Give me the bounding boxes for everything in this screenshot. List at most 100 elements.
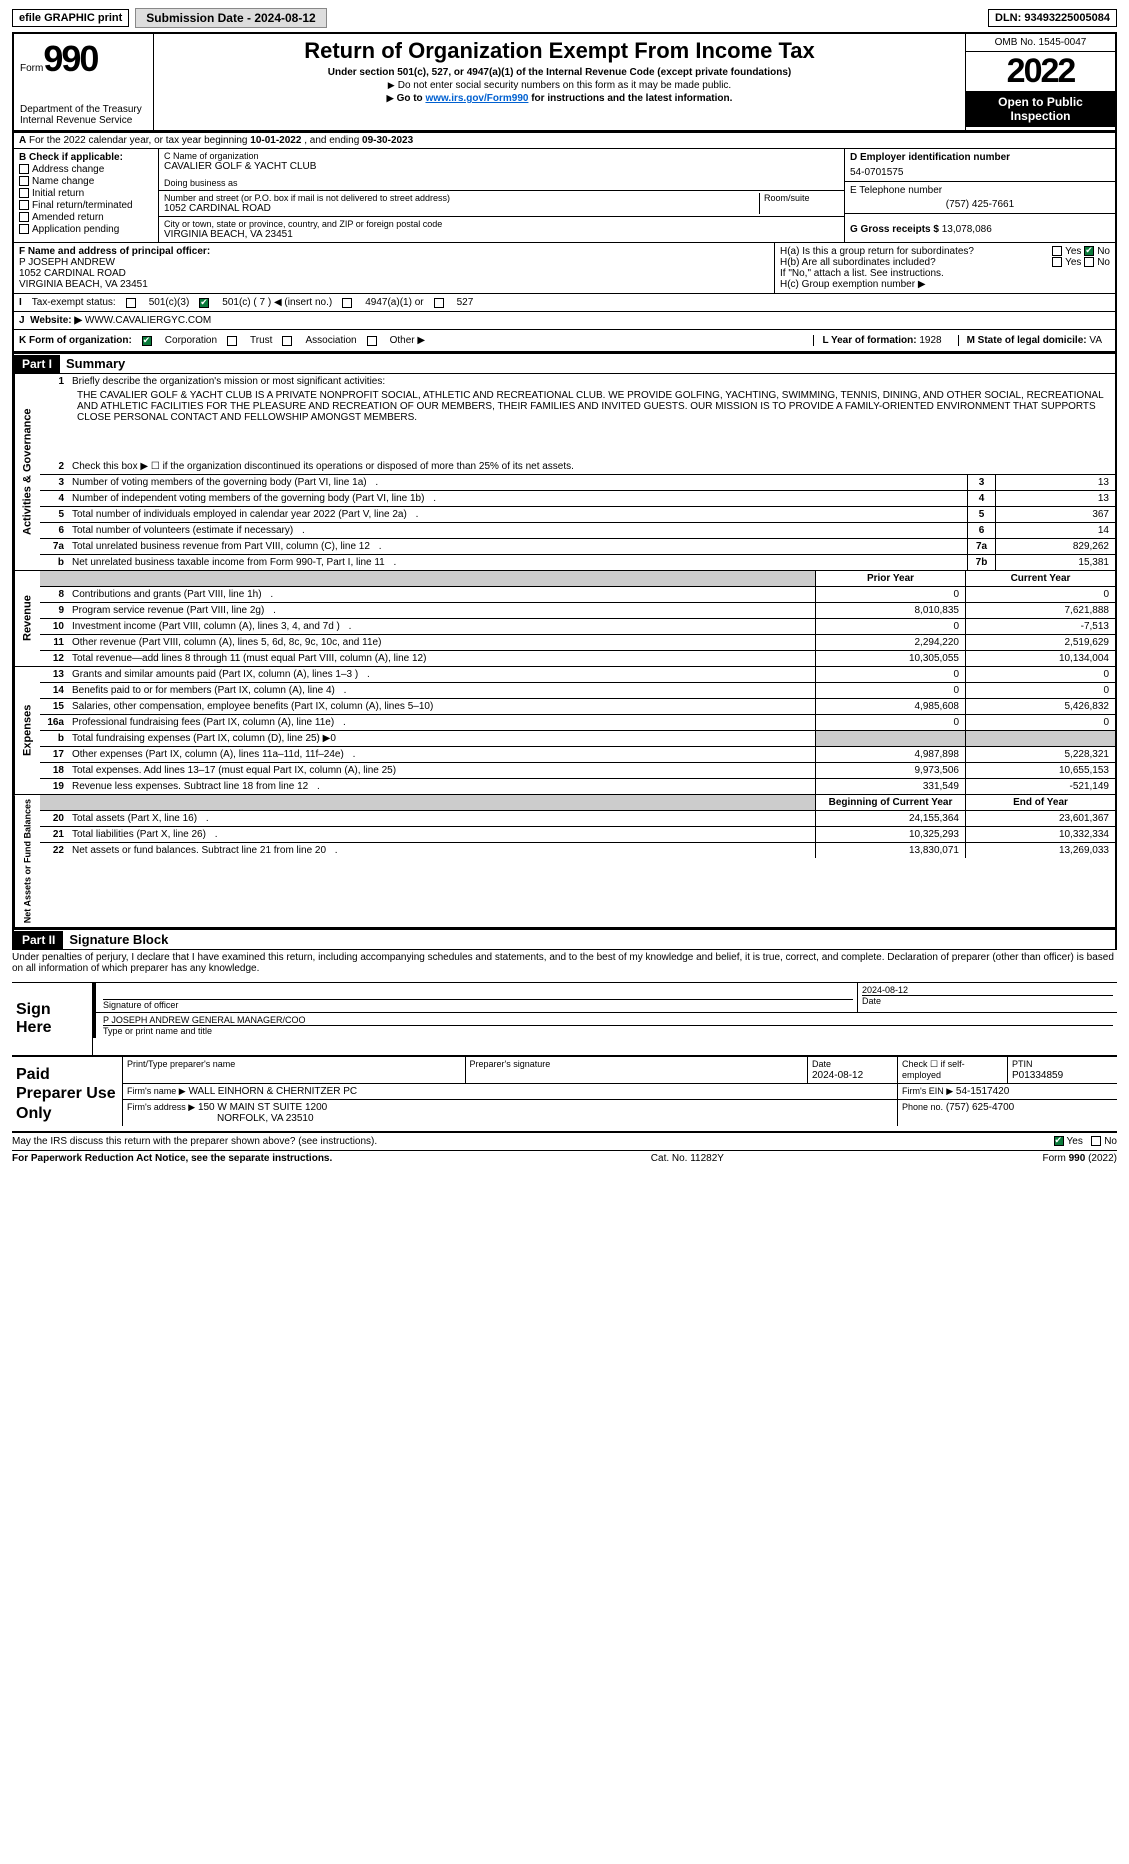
submission-date-button[interactable]: Submission Date - 2024-08-12	[135, 8, 326, 28]
phone-value: (757) 625-4700	[946, 1102, 1014, 1113]
l15-p: 4,985,608	[815, 699, 965, 714]
form-subtitle-1: Under section 501(c), 527, or 4947(a)(1)…	[160, 67, 959, 78]
opt-application-pending: Application pending	[32, 224, 119, 235]
opt-final-return: Final return/terminated	[32, 200, 133, 211]
chk-address-change[interactable]	[19, 164, 29, 174]
chk-corp[interactable]	[142, 336, 152, 346]
l12-p: 10,305,055	[815, 651, 965, 666]
m-value: VA	[1089, 335, 1102, 346]
prep-date-label: Date	[812, 1059, 831, 1069]
l16b-text: Total fundraising expenses (Part IX, col…	[68, 731, 815, 746]
hdr-prior: Prior Year	[815, 571, 965, 586]
l16a-text: Professional fundraising fees (Part IX, …	[68, 715, 815, 730]
d-ein-value: 54-0701575	[850, 163, 1110, 178]
form-title: Return of Organization Exempt From Incom…	[160, 38, 959, 64]
l16a-p: 0	[815, 715, 965, 730]
chk-trust[interactable]	[227, 336, 237, 346]
firm-name-label: Firm's name ▶	[127, 1086, 186, 1096]
perjury-declaration: Under penalties of perjury, I declare th…	[12, 950, 1117, 983]
l20-p: 24,155,364	[815, 811, 965, 826]
dln-label: DLN: 93493225005084	[988, 9, 1117, 27]
officer-name-label: Type or print name and title	[103, 1025, 1113, 1036]
mission-text: THE CAVALIER GOLF & YACHT CLUB IS A PRIV…	[72, 387, 1111, 457]
chk-name-change[interactable]	[19, 176, 29, 186]
room-label: Room/suite	[764, 193, 839, 203]
m-label: M State of legal domicile:	[967, 335, 1087, 346]
ha-no[interactable]	[1084, 246, 1094, 256]
ha-yes-label: Yes	[1065, 246, 1081, 257]
tab-expenses: Expenses	[14, 667, 40, 794]
sign-here-label: Sign Here	[12, 983, 92, 1055]
chk-amended-return[interactable]	[19, 212, 29, 222]
ha-yes[interactable]	[1052, 246, 1062, 256]
g-gross-label: G Gross receipts $	[850, 224, 939, 235]
discuss-no[interactable]	[1091, 1136, 1101, 1146]
hb-yes[interactable]	[1052, 257, 1062, 267]
ha-label: H(a) Is this a group return for subordin…	[780, 246, 974, 257]
prep-sig-label: Preparer's signature	[470, 1059, 551, 1069]
dba-label: Doing business as	[164, 178, 839, 188]
chk-4947[interactable]	[342, 298, 352, 308]
l2-text: Check this box ▶ ☐ if the organization d…	[68, 459, 1115, 474]
l6-text: Total number of volunteers (estimate if …	[68, 523, 967, 538]
g-gross-value: 13,078,086	[942, 224, 992, 235]
chk-527[interactable]	[434, 298, 444, 308]
l7a-text: Total unrelated business revenue from Pa…	[68, 539, 967, 554]
l10-text: Investment income (Part VIII, column (A)…	[68, 619, 815, 634]
city-value: VIRGINIA BEACH, VA 23451	[164, 229, 839, 240]
opt-assoc: Association	[305, 335, 356, 346]
l11-p: 2,294,220	[815, 635, 965, 650]
footer-right: Form 990 (2022)	[1043, 1153, 1117, 1164]
sig-date-value: 2024-08-12	[862, 985, 1113, 995]
sig-officer-label: Signature of officer	[103, 999, 853, 1010]
hdr-begin: Beginning of Current Year	[815, 795, 965, 810]
chk-501c3[interactable]	[126, 298, 136, 308]
treasury-irs: Internal Revenue Service	[20, 115, 147, 126]
hb-note: If "No," attach a list. See instructions…	[780, 268, 1110, 279]
footer-left: For Paperwork Reduction Act Notice, see …	[12, 1153, 332, 1164]
f-street: 1052 CARDINAL ROAD	[19, 268, 769, 279]
f-city: VIRGINIA BEACH, VA 23451	[19, 279, 769, 290]
chk-final-return[interactable]	[19, 200, 29, 210]
opt-corp: Corporation	[165, 335, 217, 346]
chk-other[interactable]	[367, 336, 377, 346]
l20-c: 23,601,367	[965, 811, 1115, 826]
opt-trust: Trust	[250, 335, 272, 346]
officer-name-value: P JOSEPH ANDREW GENERAL MANAGER/COO	[103, 1015, 1113, 1025]
footer-mid: Cat. No. 11282Y	[651, 1153, 724, 1164]
chk-initial-return[interactable]	[19, 188, 29, 198]
l20-text: Total assets (Part X, line 16)	[68, 811, 815, 826]
goto-prefix: Go to	[387, 93, 426, 104]
opt-initial-return: Initial return	[32, 188, 84, 199]
l9-text: Program service revenue (Part VIII, line…	[68, 603, 815, 618]
l14-p: 0	[815, 683, 965, 698]
l12-text: Total revenue—add lines 8 through 11 (mu…	[68, 651, 815, 666]
l22-c: 13,269,033	[965, 843, 1115, 858]
part1-title: Summary	[60, 354, 131, 373]
l11-text: Other revenue (Part VIII, column (A), li…	[68, 635, 815, 650]
hdr-end: End of Year	[965, 795, 1115, 810]
l9-c: 7,621,888	[965, 603, 1115, 618]
l8-text: Contributions and grants (Part VIII, lin…	[68, 587, 815, 602]
l13-text: Grants and similar amounts paid (Part IX…	[68, 667, 815, 682]
irs-form990-link[interactable]: www.irs.gov/Form990	[425, 93, 528, 104]
firm-addr-label: Firm's address ▶	[127, 1102, 195, 1112]
chk-501c[interactable]	[199, 298, 209, 308]
opt-4947: 4947(a)(1) or	[365, 297, 423, 308]
chk-application-pending[interactable]	[19, 224, 29, 234]
discuss-yes-label: Yes	[1067, 1136, 1083, 1147]
hb-no[interactable]	[1084, 257, 1094, 267]
chk-assoc[interactable]	[282, 336, 292, 346]
form-word: Form	[20, 63, 43, 74]
form-number: 990	[43, 38, 97, 79]
c-name-label: C Name of organization	[164, 151, 839, 161]
l3-text: Number of voting members of the governin…	[68, 475, 967, 490]
efile-label: efile GRAPHIC print	[12, 9, 129, 27]
l10-p: 0	[815, 619, 965, 634]
period-text-a: For the 2022 calendar year, or tax year …	[29, 135, 250, 146]
i-label: Tax-exempt status:	[32, 297, 116, 308]
firm-addr1: 150 W MAIN ST SUITE 1200	[198, 1102, 327, 1113]
opt-527: 527	[457, 297, 474, 308]
ptin-value: P01334859	[1012, 1070, 1063, 1081]
discuss-yes[interactable]	[1054, 1136, 1064, 1146]
